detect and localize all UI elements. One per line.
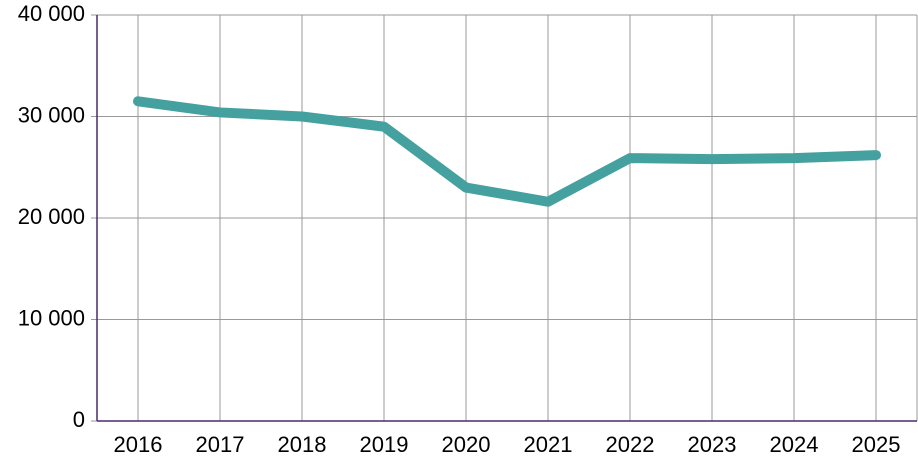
- y-tick-label: 20 000: [18, 204, 85, 229]
- y-tick-label: 40 000: [18, 1, 85, 26]
- y-tick-label: 0: [73, 407, 85, 432]
- x-tick-label: 2020: [442, 432, 491, 457]
- x-tick-label: 2018: [278, 432, 327, 457]
- plot: [133, 96, 881, 207]
- grid: [91, 14, 918, 422]
- x-tick-label: 2021: [524, 432, 573, 457]
- x-tick-label: 2016: [114, 432, 163, 457]
- x-tick-label: 2024: [770, 432, 819, 457]
- x-tick-label: 2019: [360, 432, 409, 457]
- x-tick-label: 2022: [606, 432, 655, 457]
- x-tick-label: 2025: [852, 432, 901, 457]
- series-line: [133, 96, 881, 207]
- x-tick-label: 2023: [688, 432, 737, 457]
- x-tick-label: 2017: [196, 432, 245, 457]
- y-tick-label: 10 000: [18, 305, 85, 330]
- y-tick-label: 30 000: [18, 102, 85, 127]
